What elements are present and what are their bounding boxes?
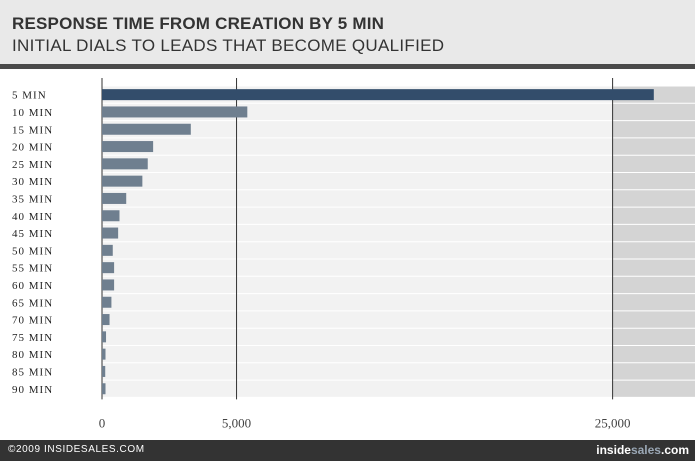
header-divider [0,64,695,69]
bar [102,244,113,256]
category-label: 15 MIN [12,124,53,136]
chart-subtitle: INITIAL DIALS TO LEADS THAT BECOME QUALI… [12,36,445,55]
brand-part-sales: sales [630,443,661,457]
category-label: 30 MIN [12,176,53,188]
bar [102,296,112,308]
bar [102,314,110,326]
bar [102,383,106,395]
bar [102,175,143,187]
bar [102,365,106,377]
category-label: 5 MIN [12,90,47,102]
category-label: 85 MIN [12,366,53,378]
category-label: 25 MIN [12,159,53,171]
bar [102,106,248,118]
chart-footer: ©2009 INSIDESALES.COM insidesales.com [0,440,695,461]
category-label: 10 MIN [12,107,53,119]
category-label: 75 MIN [12,332,53,344]
bar [102,192,127,204]
category-label: 55 MIN [12,263,53,275]
chart-title: RESPONSE TIME FROM CREATION BY 5 MIN [12,14,385,33]
bar [102,227,119,239]
chart-header: RESPONSE TIME FROM CREATION BY 5 MIN INI… [0,0,695,64]
category-label: 50 MIN [12,245,53,257]
category-label: 45 MIN [12,228,53,240]
copyright-text: ©2009 INSIDESALES.COM [8,444,145,455]
bar [102,141,154,153]
bar-chart: 5 MIN 10 MIN 15 MIN 20 MIN 25 MIN 30 MIN 35 MI… [12,78,695,430]
brand-logo: insidesales.com [596,443,689,457]
bar [102,348,106,360]
brand-part-inside: inside [596,443,631,457]
category-label: 35 MIN [12,193,53,205]
brand-part-com: .com [660,443,689,457]
bar [102,158,148,170]
x-tick-label: 25,000 [595,415,631,430]
bar [102,123,191,135]
category-label: 40 MIN [12,211,53,223]
bar [102,89,654,101]
category-label: 90 MIN [12,384,53,396]
bar [102,210,120,222]
category-label: 20 MIN [12,142,53,154]
category-label: 80 MIN [12,349,53,361]
bar [102,262,115,274]
category-label: 60 MIN [12,280,53,292]
bar [102,279,115,291]
x-tick-label: 0 [99,415,106,430]
category-label: 65 MIN [12,297,53,309]
x-tick-label: 5,000 [222,415,251,430]
category-label: 70 MIN [12,315,53,327]
bar [102,331,107,343]
